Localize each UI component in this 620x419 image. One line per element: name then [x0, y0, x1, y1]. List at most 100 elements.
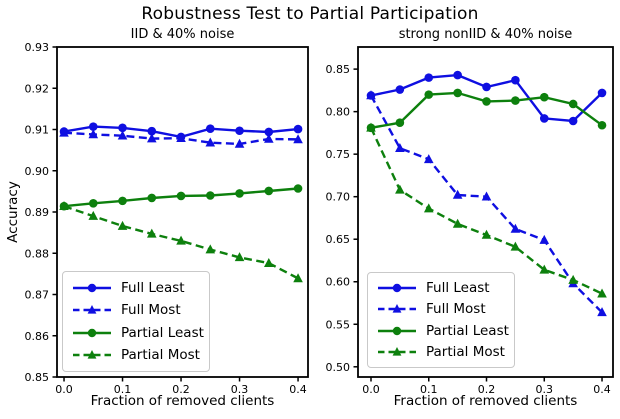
series-line-partial-most: [63, 205, 299, 280]
axes-frame: [357, 46, 614, 378]
marker-triangle: [88, 129, 99, 139]
marker-circle: [568, 116, 578, 126]
marker-circle: [568, 99, 578, 109]
legend-label: Partial Least: [121, 324, 204, 341]
legend-item-full-most: Full Most: [72, 302, 200, 318]
marker-triangle: [539, 264, 550, 274]
marker-triangle: [510, 223, 521, 233]
legend-sample: [378, 346, 416, 356]
y-tick-label: 0.88: [25, 247, 50, 260]
marker-triangle: [395, 143, 405, 153]
marker-circle: [235, 126, 244, 136]
series-line-partial-most: [369, 127, 603, 295]
legend-label: Partial Most: [426, 343, 505, 360]
marker-circle: [147, 126, 157, 136]
legend-label: Full Least: [426, 280, 490, 297]
y-tick-label: 0.60: [326, 276, 351, 289]
marker-triangle: [59, 201, 69, 211]
marker-circle: [88, 122, 98, 131]
marker-triangle: [481, 229, 492, 239]
marker-circle: [118, 123, 127, 133]
marker-circle: [424, 90, 434, 99]
y-tick-label: 0.50: [326, 361, 351, 374]
legend-sample: [378, 304, 416, 313]
marker-triangle: [423, 154, 434, 164]
marker-circle: [395, 118, 405, 127]
marker-circle: [424, 73, 434, 82]
y-tick-label: 0.87: [25, 289, 50, 302]
marker-circle: [88, 199, 98, 208]
legend-label: Full Most: [426, 301, 486, 318]
legend-sample: [73, 305, 111, 314]
marker-triangle: [293, 134, 303, 144]
legend-sample: [378, 283, 416, 293]
marker-circle: [205, 191, 215, 200]
left-legend: Full Least Full Most Partial Least Partial …: [62, 271, 210, 372]
marker-circle: [264, 127, 274, 137]
marker-triangle: [59, 127, 69, 137]
right-x-axis-label: Fraction of removed clients: [393, 393, 578, 409]
legend-item-partial-most: Partial Most: [377, 344, 505, 360]
marker-triangle: [423, 203, 434, 213]
legend-label: Full Least: [121, 280, 185, 297]
y-tick-label: 0.80: [326, 106, 351, 119]
marker-triangle: [539, 234, 550, 244]
legend-sample: [73, 283, 111, 293]
marker-circle: [147, 193, 157, 203]
marker-circle: [482, 97, 491, 106]
marker-circle: [511, 96, 520, 105]
marker-triangle: [176, 235, 186, 245]
y-tick-label: 0.85: [25, 371, 50, 384]
marker-circle: [176, 191, 186, 201]
marker-circle: [597, 88, 607, 98]
marker-triangle: [263, 133, 274, 143]
marker-circle: [264, 186, 274, 196]
marker-triangle: [568, 274, 578, 284]
marker-circle: [539, 114, 549, 123]
x-tick-label: 0.3: [536, 383, 554, 396]
marker-triangle: [88, 210, 99, 220]
legend-item-full-least: Full Least: [72, 280, 200, 296]
y-tick-label: 0.86: [25, 330, 50, 343]
marker-triangle: [597, 288, 607, 298]
y-tick-label: 0.90: [25, 165, 50, 178]
x-tick-label: 0.0: [55, 383, 73, 396]
marker-triangle: [146, 133, 157, 143]
y-tick-label: 0.55: [326, 318, 351, 331]
marker-triangle: [234, 252, 245, 262]
y-tick-label: 0.93: [25, 41, 50, 54]
x-tick-label: 0.1: [420, 383, 438, 396]
x-tick-label: 0.0: [362, 383, 380, 396]
marker-triangle: [597, 307, 607, 317]
marker-triangle: [366, 122, 376, 132]
marker-circle: [482, 82, 491, 92]
figure-title: Robustness Test to Partial Participation: [141, 4, 479, 24]
y-tick-label: 0.89: [25, 206, 50, 219]
marker-triangle: [117, 130, 128, 140]
marker-triangle: [395, 184, 405, 194]
left-plot: 0.85 0.86 0.87 0.88 0.89 0.90 0.91 0.92 0.93 0.0 0…: [25, 41, 309, 396]
marker-triangle: [146, 228, 157, 238]
legend-label: Partial Least: [426, 322, 509, 339]
marker-circle: [235, 189, 244, 198]
y-tick-label: 0.75: [326, 148, 351, 161]
x-tick-label: 0.1: [114, 383, 132, 396]
marker-circle: [597, 120, 607, 130]
marker-circle: [453, 88, 462, 98]
marker-triangle: [366, 90, 376, 100]
legend-item-full-least: Full Least: [377, 280, 505, 296]
legend-label: Full Most: [121, 302, 181, 319]
marker-triangle: [452, 189, 463, 199]
left-plot-title: IID & 40% noise: [130, 27, 235, 42]
marker-circle: [539, 92, 549, 102]
marker-triangle: [263, 257, 274, 267]
marker-triangle: [510, 241, 521, 251]
marker-circle: [453, 70, 462, 80]
legend-sample: [73, 328, 111, 337]
marker-triangle: [481, 191, 492, 201]
x-tick-label: 0.4: [289, 383, 307, 396]
marker-triangle: [176, 132, 186, 142]
x-tick-label: 0.4: [593, 383, 611, 396]
